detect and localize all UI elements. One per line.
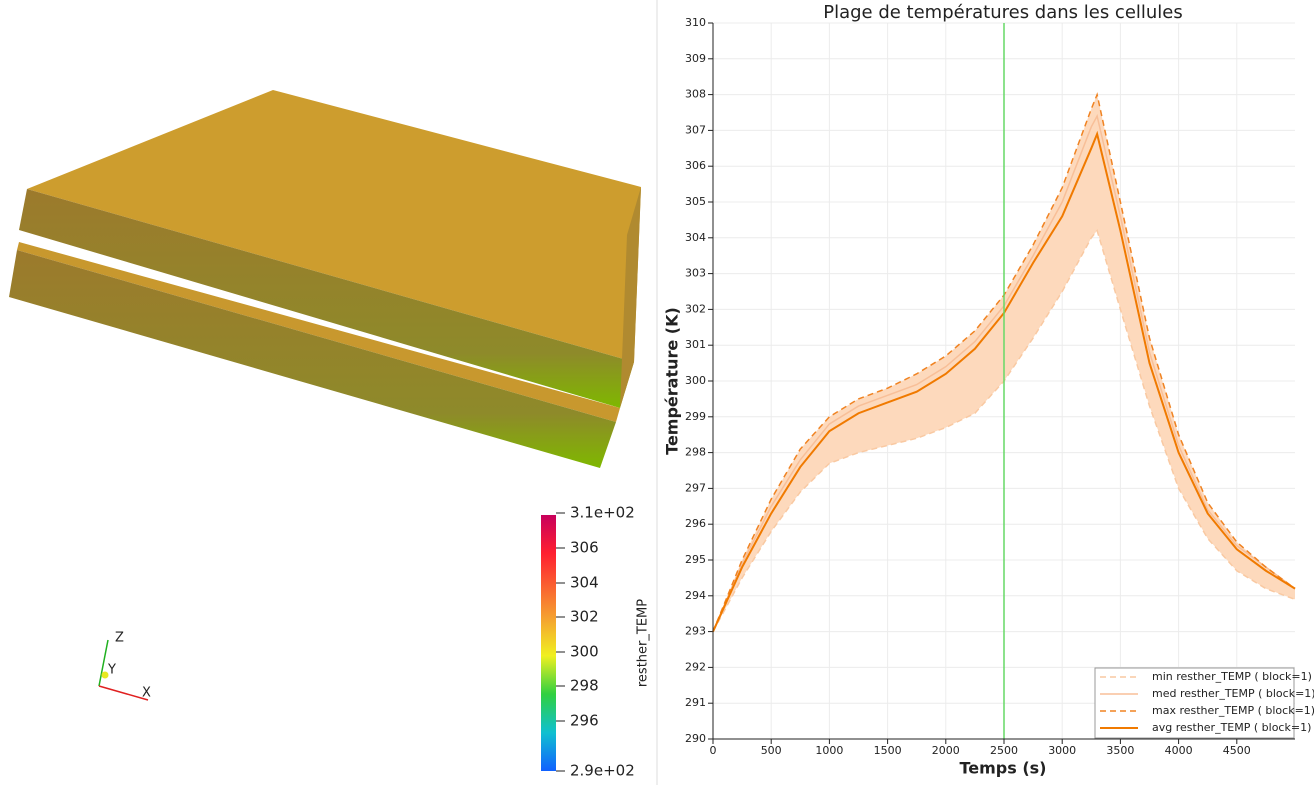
- slab-top: [27, 90, 641, 362]
- legend-label: min resther_TEMP ( block=1): [1152, 670, 1312, 683]
- axis-label: X: [142, 686, 151, 701]
- y-tick-label: 300: [685, 374, 706, 387]
- slab2-front: [9, 250, 616, 468]
- y-axis-label: Température (K): [663, 307, 682, 455]
- legend-box: [1094, 667, 1295, 739]
- chart-title: Plage de températures dans les cellules: [823, 2, 1183, 23]
- y-tick-label: 303: [685, 267, 706, 280]
- y-tick-label: 305: [685, 195, 706, 208]
- y-tick-label: 299: [685, 410, 706, 423]
- y-tick-label: 306: [685, 159, 706, 172]
- y-tick-label: 297: [685, 481, 706, 494]
- render-view: resther_TEMP Z Y X: [9, 90, 651, 771]
- y-tick-label: 294: [685, 589, 706, 602]
- x-tick-label: 2000: [932, 744, 960, 757]
- axis-label: Z: [115, 631, 124, 646]
- y-tick-label: 308: [685, 88, 706, 101]
- x-tick-label: 2500: [990, 744, 1018, 757]
- y-tick-label: 304: [685, 231, 706, 244]
- color-bar-label: 296: [570, 712, 599, 730]
- x-axis-label: Temps (s): [959, 759, 1046, 778]
- legend-label: avg resther_TEMP ( block=1): [1152, 721, 1311, 734]
- axis-x: [98, 685, 149, 701]
- color-bar: [541, 515, 556, 771]
- x-tick-label: 3500: [1106, 744, 1134, 757]
- x-tick-label: 1500: [874, 744, 902, 757]
- color-bar-label: 304: [570, 574, 599, 592]
- color-bar-label: 302: [570, 608, 599, 626]
- slab-front: [19, 189, 634, 408]
- y-tick-label: 310: [685, 16, 706, 29]
- color-bar-label: 2.9e+02: [570, 762, 635, 780]
- x-tick-label: 3000: [1048, 744, 1076, 757]
- y-tick-label: 307: [685, 123, 706, 136]
- y-tick-label: 296: [685, 517, 706, 530]
- color-bar-title: resther_TEMP: [636, 599, 651, 687]
- x-tick-label: 4500: [1223, 744, 1251, 757]
- slab2-top: [17, 242, 620, 422]
- slab-side: [620, 187, 641, 408]
- series-line: [712, 92, 1296, 632]
- x-tick-label: 1000: [815, 744, 843, 757]
- legend-label: med resther_TEMP ( block=1): [1152, 687, 1314, 700]
- legend-label: max resther_TEMP ( block=1): [1152, 704, 1314, 717]
- color-bar-label: 300: [570, 643, 599, 661]
- x-tick-label: 0: [710, 744, 717, 757]
- y-tick-label: 295: [685, 553, 706, 566]
- axis-z: [98, 639, 109, 687]
- y-tick-label: 292: [685, 660, 706, 673]
- series-line: [712, 130, 1296, 633]
- y-tick-label: 298: [685, 446, 706, 459]
- series-line: [712, 113, 1296, 632]
- y-tick-label: 302: [685, 302, 706, 315]
- y-tick-label: 309: [685, 52, 706, 65]
- axis-label: Y: [107, 663, 116, 678]
- color-bar-label: 298: [570, 677, 599, 695]
- y-tick-label: 291: [685, 696, 706, 709]
- y-tick-label: 301: [685, 338, 706, 351]
- y-tick-label: 293: [685, 625, 706, 638]
- x-tick-label: 500: [761, 744, 782, 757]
- y-tick-label: 290: [685, 732, 706, 745]
- axis-y: [101, 671, 109, 679]
- x-tick-label: 4000: [1165, 744, 1193, 757]
- color-bar-label: 306: [570, 539, 599, 557]
- color-bar-label: 3.1e+02: [570, 504, 635, 522]
- series-line: [712, 229, 1296, 632]
